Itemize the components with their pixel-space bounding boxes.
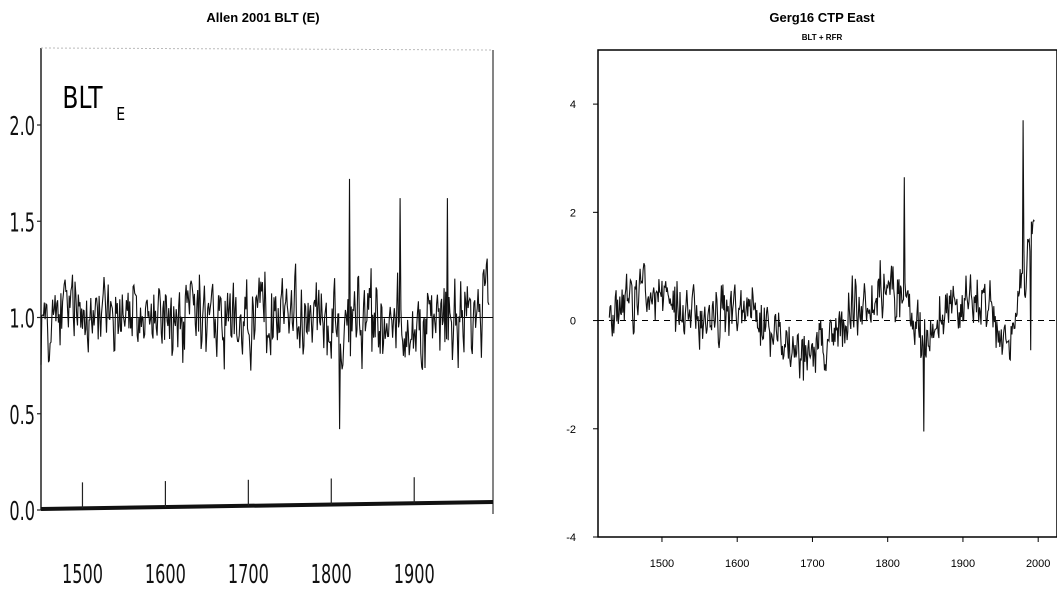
right-chart: Gerg16 CTP East BLT + RFR -4 -2 0 2 4 1500 16…	[566, 10, 1057, 570]
x-tick-label: 1700	[800, 558, 824, 570]
x-tick-label: 1900	[951, 558, 975, 570]
right-y-ticks: -4 -2 0 2 4	[566, 99, 598, 544]
y-tick-label: -2	[566, 424, 576, 436]
right-series-line	[608, 120, 1035, 432]
left-x-ticks: 1500 1600 1700 1800 1900	[62, 477, 435, 590]
x-tick-label: 2000	[1026, 558, 1050, 570]
y-tick-label: 4	[570, 99, 576, 111]
left-chart-annotation-subscript: E	[116, 103, 125, 124]
left-top-border	[40, 47, 494, 51]
x-tick-label: 1700	[228, 560, 269, 590]
x-tick-label: 1900	[394, 560, 435, 590]
left-y-ticks: 0.0 0.5 1.0 1.5 2.0	[9, 112, 41, 527]
left-chart-annotation: BLT	[62, 81, 103, 116]
y-tick-label: 0.5	[9, 401, 35, 431]
right-chart-subtitle: BLT + RFR	[802, 33, 843, 42]
y-tick-label: -4	[566, 532, 576, 544]
left-chart-title: Allen 2001 BLT (E)	[206, 10, 319, 25]
left-chart: Allen 2001 BLT (E) 0.00.51.01.52.0 1500 1…	[9, 10, 494, 590]
x-tick-label: 1800	[311, 560, 352, 590]
x-tick-label: 1500	[62, 560, 103, 590]
right-plot-frame	[597, 49, 1057, 538]
y-tick-label: 0.0	[9, 497, 35, 527]
x-tick-label: 1800	[875, 558, 899, 570]
left-series-line	[40, 178, 490, 430]
y-tick-label: 2.0	[9, 112, 35, 142]
y-tick-label: 2	[570, 207, 576, 219]
right-x-ticks: 1500 1600 1700 1800 1900 2000	[650, 537, 1050, 570]
y-tick-label: 1.5	[9, 208, 35, 238]
x-tick-label: 1500	[650, 558, 674, 570]
x-tick-label: 1600	[725, 558, 749, 570]
left-x-axis	[40, 500, 494, 511]
y-tick-label: 0	[570, 316, 576, 328]
right-chart-title: Gerg16 CTP East	[769, 10, 875, 25]
x-tick-label: 1600	[145, 560, 186, 590]
y-tick-label: 1.0	[9, 305, 35, 335]
